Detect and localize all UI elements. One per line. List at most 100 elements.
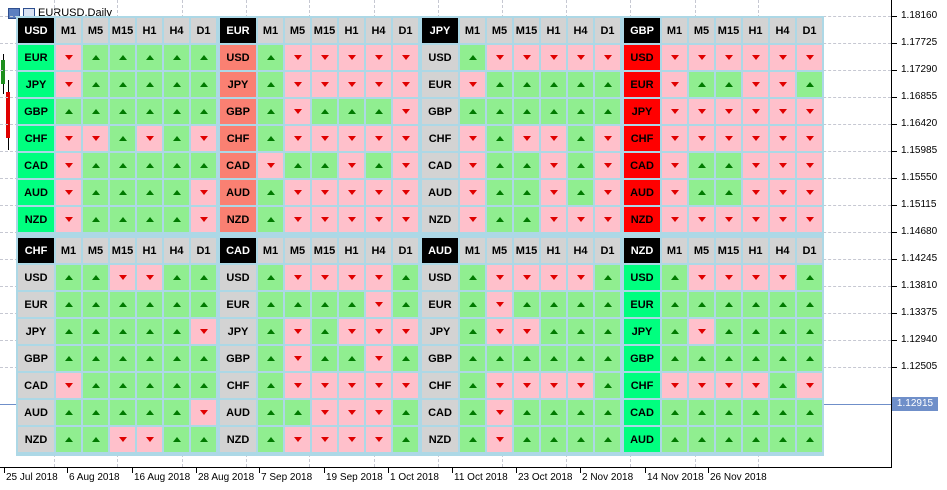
signal-cell-jpy-aud-h4[interactable] xyxy=(568,180,593,205)
signal-cell-cad-gbp-h1[interactable] xyxy=(339,346,364,371)
signal-cell-jpy-gbp-m1[interactable] xyxy=(460,99,485,124)
signal-cell-eur-jpy-m1[interactable] xyxy=(258,72,283,97)
pair-label-gbp-nzd[interactable]: NZD xyxy=(624,207,660,232)
signal-cell-eur-chf-d1[interactable] xyxy=(393,126,418,151)
signal-cell-usd-aud-m15[interactable] xyxy=(110,180,135,205)
signal-cell-aud-gbp-h4[interactable] xyxy=(568,346,593,371)
signal-cell-jpy-nzd-m5[interactable] xyxy=(487,207,512,232)
signal-cell-usd-jpy-d1[interactable] xyxy=(191,72,216,97)
signal-cell-gbp-chf-d1[interactable] xyxy=(797,126,822,151)
signal-cell-chf-cad-m5[interactable] xyxy=(83,373,108,398)
signal-cell-chf-jpy-m5[interactable] xyxy=(83,319,108,344)
pair-label-usd-aud[interactable]: AUD xyxy=(18,180,54,205)
signal-cell-cad-usd-m5[interactable] xyxy=(285,265,310,290)
signal-cell-usd-chf-m15[interactable] xyxy=(110,126,135,151)
pair-label-aud-nzd[interactable]: NZD xyxy=(422,427,458,452)
signal-cell-cad-jpy-h1[interactable] xyxy=(339,319,364,344)
signal-cell-aud-gbp-d1[interactable] xyxy=(595,346,620,371)
signal-cell-chf-usd-m15[interactable] xyxy=(110,265,135,290)
signal-cell-nzd-aud-d1[interactable] xyxy=(797,427,822,452)
signal-cell-cad-nzd-m1[interactable] xyxy=(258,427,283,452)
signal-cell-aud-usd-m5[interactable] xyxy=(487,265,512,290)
signal-cell-nzd-chf-d1[interactable] xyxy=(797,373,822,398)
signal-cell-chf-eur-h1[interactable] xyxy=(137,292,162,317)
pair-label-usd-gbp[interactable]: GBP xyxy=(18,99,54,124)
signal-cell-cad-jpy-m15[interactable] xyxy=(312,319,337,344)
pair-label-jpy-usd[interactable]: USD xyxy=(422,45,458,70)
signal-cell-eur-nzd-h1[interactable] xyxy=(339,207,364,232)
signal-cell-aud-chf-m5[interactable] xyxy=(487,373,512,398)
price-axis[interactable]: 1.18160 1.17725 1.17290 1.16855 1.16420 1.159… xyxy=(892,0,947,467)
pair-label-cad-eur[interactable]: EUR xyxy=(220,292,256,317)
signal-cell-jpy-eur-m15[interactable] xyxy=(514,72,539,97)
signal-cell-nzd-aud-m15[interactable] xyxy=(716,427,741,452)
signal-cell-nzd-jpy-m5[interactable] xyxy=(689,319,714,344)
signal-cell-nzd-usd-d1[interactable] xyxy=(797,265,822,290)
signal-cell-aud-nzd-h1[interactable] xyxy=(541,427,566,452)
signal-cell-gbp-eur-m15[interactable] xyxy=(716,72,741,97)
signal-cell-chf-usd-d1[interactable] xyxy=(191,265,216,290)
signal-cell-eur-chf-m5[interactable] xyxy=(285,126,310,151)
signal-cell-chf-nzd-h4[interactable] xyxy=(164,427,189,452)
signal-cell-nzd-cad-m1[interactable] xyxy=(662,400,687,425)
signal-cell-gbp-aud-h1[interactable] xyxy=(743,180,768,205)
signal-cell-nzd-gbp-h4[interactable] xyxy=(770,346,795,371)
signal-cell-usd-aud-h1[interactable] xyxy=(137,180,162,205)
signal-cell-cad-eur-m1[interactable] xyxy=(258,292,283,317)
signal-cell-jpy-gbp-h1[interactable] xyxy=(541,99,566,124)
signal-cell-cad-usd-h1[interactable] xyxy=(339,265,364,290)
pair-label-chf-eur[interactable]: EUR xyxy=(18,292,54,317)
signal-cell-chf-eur-m15[interactable] xyxy=(110,292,135,317)
signal-cell-nzd-cad-h4[interactable] xyxy=(770,400,795,425)
signal-cell-cad-nzd-m5[interactable] xyxy=(285,427,310,452)
signal-cell-jpy-chf-h4[interactable] xyxy=(568,126,593,151)
pair-label-jpy-aud[interactable]: AUD xyxy=(422,180,458,205)
signal-cell-cad-jpy-h4[interactable] xyxy=(366,319,391,344)
signal-cell-eur-nzd-m15[interactable] xyxy=(312,207,337,232)
pair-label-cad-aud[interactable]: AUD xyxy=(220,400,256,425)
signal-cell-jpy-eur-m5[interactable] xyxy=(487,72,512,97)
signal-cell-usd-eur-h4[interactable] xyxy=(164,45,189,70)
signal-cell-cad-chf-m1[interactable] xyxy=(258,373,283,398)
signal-cell-gbp-eur-d1[interactable] xyxy=(797,72,822,97)
signal-cell-nzd-usd-h1[interactable] xyxy=(743,265,768,290)
signal-cell-usd-gbp-d1[interactable] xyxy=(191,99,216,124)
signal-cell-chf-aud-m5[interactable] xyxy=(83,400,108,425)
signal-cell-gbp-nzd-h4[interactable] xyxy=(770,207,795,232)
pair-label-cad-nzd[interactable]: NZD xyxy=(220,427,256,452)
pair-label-jpy-eur[interactable]: EUR xyxy=(422,72,458,97)
signal-cell-usd-eur-m1[interactable] xyxy=(56,45,81,70)
signal-cell-gbp-chf-m15[interactable] xyxy=(716,126,741,151)
signal-cell-usd-eur-m5[interactable] xyxy=(83,45,108,70)
signal-cell-usd-eur-h1[interactable] xyxy=(137,45,162,70)
pair-label-usd-eur[interactable]: EUR xyxy=(18,45,54,70)
signal-cell-eur-usd-d1[interactable] xyxy=(393,45,418,70)
signal-cell-jpy-gbp-m5[interactable] xyxy=(487,99,512,124)
signal-cell-cad-nzd-h4[interactable] xyxy=(366,427,391,452)
signal-cell-aud-gbp-h1[interactable] xyxy=(541,346,566,371)
signal-cell-jpy-nzd-h4[interactable] xyxy=(568,207,593,232)
signal-cell-gbp-cad-h1[interactable] xyxy=(743,153,768,178)
signal-cell-chf-cad-h4[interactable] xyxy=(164,373,189,398)
pair-label-usd-nzd[interactable]: NZD xyxy=(18,207,54,232)
signal-cell-aud-gbp-m15[interactable] xyxy=(514,346,539,371)
signal-cell-jpy-chf-h1[interactable] xyxy=(541,126,566,151)
signal-cell-eur-cad-h1[interactable] xyxy=(339,153,364,178)
signal-cell-nzd-chf-m15[interactable] xyxy=(716,373,741,398)
signal-cell-aud-eur-h1[interactable] xyxy=(541,292,566,317)
signal-cell-chf-aud-m1[interactable] xyxy=(56,400,81,425)
signal-cell-cad-jpy-m5[interactable] xyxy=(285,319,310,344)
signal-cell-usd-eur-d1[interactable] xyxy=(191,45,216,70)
signal-cell-nzd-eur-m1[interactable] xyxy=(662,292,687,317)
signal-cell-jpy-usd-h1[interactable] xyxy=(541,45,566,70)
signal-cell-cad-usd-m1[interactable] xyxy=(258,265,283,290)
signal-cell-eur-gbp-m15[interactable] xyxy=(312,99,337,124)
signal-cell-jpy-cad-h1[interactable] xyxy=(541,153,566,178)
signal-cell-nzd-aud-m5[interactable] xyxy=(689,427,714,452)
signal-cell-usd-gbp-m1[interactable] xyxy=(56,99,81,124)
signal-cell-nzd-usd-m5[interactable] xyxy=(689,265,714,290)
signal-cell-jpy-eur-m1[interactable] xyxy=(460,72,485,97)
signal-cell-aud-cad-d1[interactable] xyxy=(595,400,620,425)
signal-cell-jpy-nzd-d1[interactable] xyxy=(595,207,620,232)
pair-label-eur-usd[interactable]: USD xyxy=(220,45,256,70)
